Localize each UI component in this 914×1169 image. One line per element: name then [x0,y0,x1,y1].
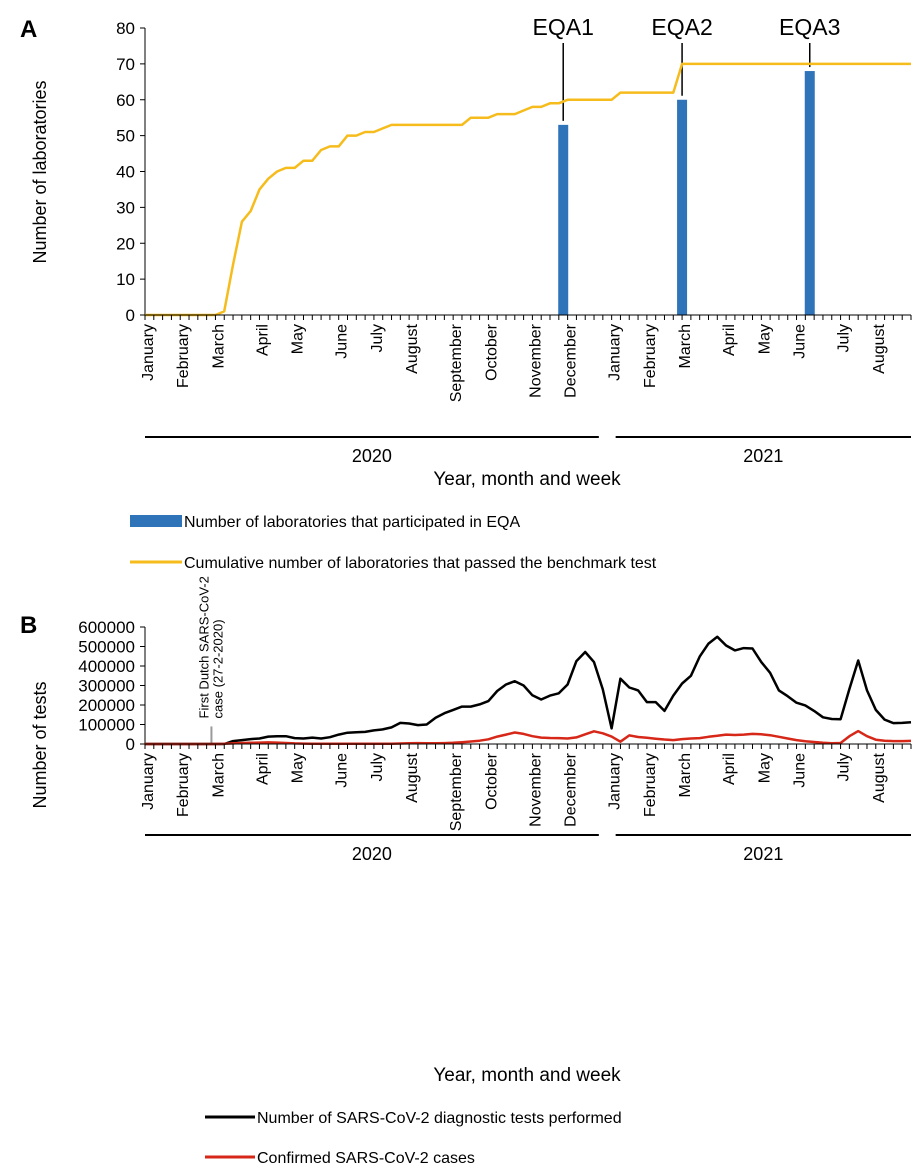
month-label: January [607,753,624,810]
panel-a-bars [558,71,815,315]
y-tick-label: 60 [116,91,135,110]
eqa-label: EQA3 [779,14,840,40]
month-label: March [677,753,694,797]
y-tick-label: 600000 [78,618,135,637]
year-label: 2020 [352,844,392,864]
month-label: May [756,753,773,783]
month-label: April [721,324,738,356]
month-label: August [404,323,421,373]
panel-a-letter: A [20,16,37,43]
y-tick-label: 400000 [78,657,135,676]
y-tick-label: 70 [116,55,135,74]
month-label: April [254,324,271,356]
year-label: 2021 [743,446,783,466]
month-label: January [607,324,624,381]
panel-a-y-axis-title: Number of laboratories [30,80,50,263]
panel-b-legend: Number of SARS-CoV-2 diagnostic tests pe… [205,1110,622,1167]
month-label: March [210,324,227,368]
panel-a: A Number of laboratories 0 10 20 30 40 50 60 70… [20,14,912,572]
month-label: April [721,753,738,785]
month-label: January [140,753,157,810]
panel-a-x-axis: January February March April May June July Augu… [140,314,912,402]
month-label: April [254,753,271,785]
month-label: August [404,752,421,802]
month-label: July [836,324,853,352]
panel-b-x-axis: January February March April May June July Augu… [140,743,912,831]
panel-b-y-axis-title: Number of tests [30,681,50,808]
y-tick-label: 200000 [78,696,135,715]
year-label: 2020 [352,446,392,466]
y-tick-label: 80 [116,19,135,38]
panel-a-eqa-labels: EQA1 EQA2 EQA3 [533,14,840,121]
month-label: December [563,323,580,397]
legend-cases-label: Confirmed SARS-CoV-2 cases [257,1150,475,1167]
panel-b-x-axis-title: Year, month and week [433,1065,621,1086]
month-label: July [369,753,386,781]
panel-a-x-axis-title: Year, month and week [433,469,621,490]
month-label: May [290,324,307,354]
month-label: February [642,753,659,817]
month-label: October [483,323,500,381]
panel-a-y-axis: 0 10 20 30 40 50 60 70 80 [116,19,146,325]
month-label: August [871,323,888,373]
y-tick-label: 40 [116,163,135,182]
legend-line-label: Cumulative number of laboratories that p… [184,555,657,572]
legend-bar-swatch [130,515,182,527]
panel-a-year-axis: 2020 2021 [145,436,911,466]
month-label: June [792,324,809,359]
month-label: November [527,323,544,397]
annotation-text: case (27-2-2020) [210,619,225,718]
month-label: June [792,753,809,788]
panel-a-line-series [145,62,911,317]
y-tick-label: 30 [116,198,135,217]
month-label: December [563,752,580,826]
month-label: March [677,324,694,368]
year-label: 2021 [743,844,783,864]
y-tick-label: 0 [126,735,135,754]
eqa-label: EQA2 [651,14,712,40]
month-label: September [448,323,465,402]
legend-tests-label: Number of SARS-CoV-2 diagnostic tests pe… [257,1110,622,1127]
eqa-bar [677,99,688,315]
cases-line [145,729,912,746]
annotation-text: First Dutch SARS-CoV-2 [196,576,211,718]
month-label: August [871,752,888,802]
month-label: September [448,752,465,831]
y-tick-label: 100000 [78,716,135,735]
cumulative-line [145,62,911,317]
month-label: June [334,324,351,359]
panel-b: B Number of tests 0100000200000300000400… [20,576,912,1167]
month-label: May [756,324,773,354]
y-tick-label: 300000 [78,677,135,696]
month-label: October [483,752,500,810]
month-label: March [210,753,227,797]
month-label: June [334,753,351,788]
panel-b-letter: B [20,612,37,639]
y-tick-label: 10 [116,270,135,289]
y-tick-label: 20 [116,234,135,253]
month-label: November [527,752,544,826]
panel-b-year-axis: 2020 2021 [145,834,911,864]
month-label: February [642,324,659,388]
month-label: July [369,324,386,352]
eqa-label: EQA1 [533,14,594,40]
month-label: February [175,324,192,388]
month-label: July [836,753,853,781]
eqa-bar [558,124,569,315]
panel-a-legend: Number of laboratories that participated… [130,514,657,572]
tests-line [145,635,912,746]
eqa-bar [804,71,815,315]
y-tick-label: 50 [116,127,135,146]
panel-b-line-series [145,635,912,746]
y-tick-label: 500000 [78,638,135,657]
first-case-annotation: First Dutch SARS-CoV-2 case (27-2-2020) [196,576,225,744]
legend-bar-label: Number of laboratories that participated… [184,514,521,531]
month-label: May [290,753,307,783]
month-label: January [140,324,157,381]
month-label: February [175,753,192,817]
y-tick-label: 0 [126,306,135,325]
